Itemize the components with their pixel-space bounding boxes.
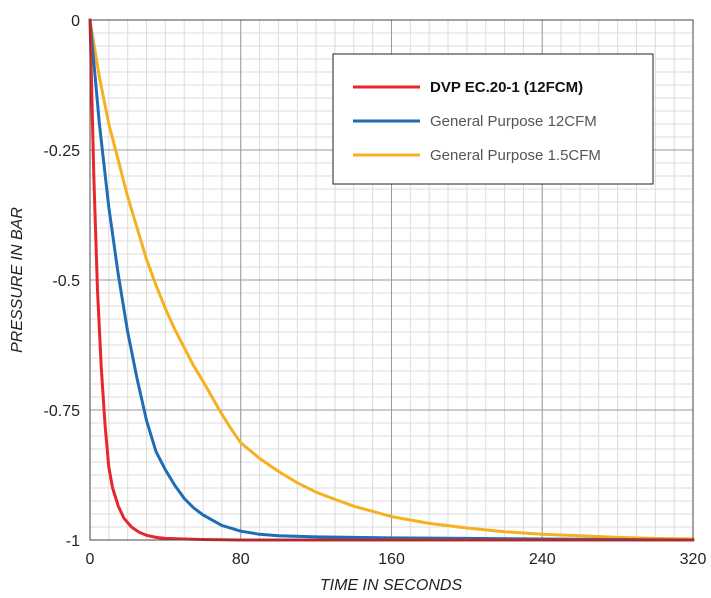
x-tick-label: 320 xyxy=(680,551,707,568)
y-tick-label: -0.25 xyxy=(44,143,81,160)
x-tick-label: 80 xyxy=(232,551,250,568)
legend-label: DVP EC.20-1 (12FCM) xyxy=(430,79,583,96)
y-tick-label: 0 xyxy=(71,13,80,30)
x-tick-label: 160 xyxy=(378,551,405,568)
legend-label: General Purpose 12CFM xyxy=(430,113,597,130)
legend-label: General Purpose 1.5CFM xyxy=(430,147,601,164)
y-tick-label: -0.5 xyxy=(52,273,80,290)
legend: DVP EC.20-1 (12FCM) General Purpose 12CFM… xyxy=(332,53,654,185)
y-axis-title: PRESSURE IN BAR xyxy=(9,207,26,353)
legend-box xyxy=(332,53,654,185)
series-line-general-purpose-12cfm xyxy=(88,18,695,542)
series-line-general-purpose-1-5cfm xyxy=(88,18,695,541)
y-tick-labels: 0 -0.25 -0.5 -0.75 -1 xyxy=(44,13,81,550)
x-tick-labels: 0 80 160 240 320 xyxy=(86,551,707,568)
y-tick-label: -0.75 xyxy=(44,403,81,420)
x-tick-label: 0 xyxy=(86,551,95,568)
x-axis-title: TIME IN SECONDS xyxy=(320,577,463,594)
x-tick-label: 240 xyxy=(529,551,556,568)
y-tick-label: -1 xyxy=(66,533,80,550)
plot-frame xyxy=(89,19,694,541)
